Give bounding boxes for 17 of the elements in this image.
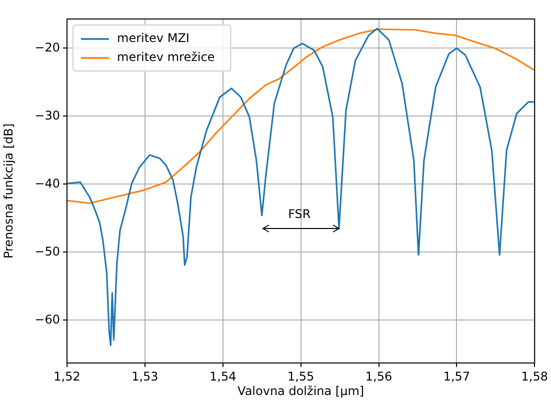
x-tick-label: 1,54 <box>210 369 236 384</box>
y-tick-label: −60 <box>34 312 60 326</box>
x-tick-label: 1,52 <box>54 369 80 384</box>
x-tick-label: 1,56 <box>365 369 392 384</box>
y-axis-title: Prenosna funkcija [dB] <box>1 123 16 259</box>
y-tick-label: −40 <box>34 176 60 190</box>
x-tick-label: 1,53 <box>132 369 158 384</box>
x-tick-label: 1,55 <box>287 369 314 384</box>
y-tick-label: −30 <box>34 108 60 122</box>
x-tick-label: 1,58 <box>521 369 548 384</box>
y-tick-label: −50 <box>34 244 60 258</box>
y-tick-label: −20 <box>34 40 60 54</box>
annotation: FSR <box>288 207 311 222</box>
legend-label: meritev MZI <box>117 31 190 46</box>
x-axis-title: Valovna dolžina [μm] <box>238 384 364 398</box>
x-tick-label: 1,57 <box>443 369 470 384</box>
legend-label: meritev mrežice <box>117 50 215 64</box>
